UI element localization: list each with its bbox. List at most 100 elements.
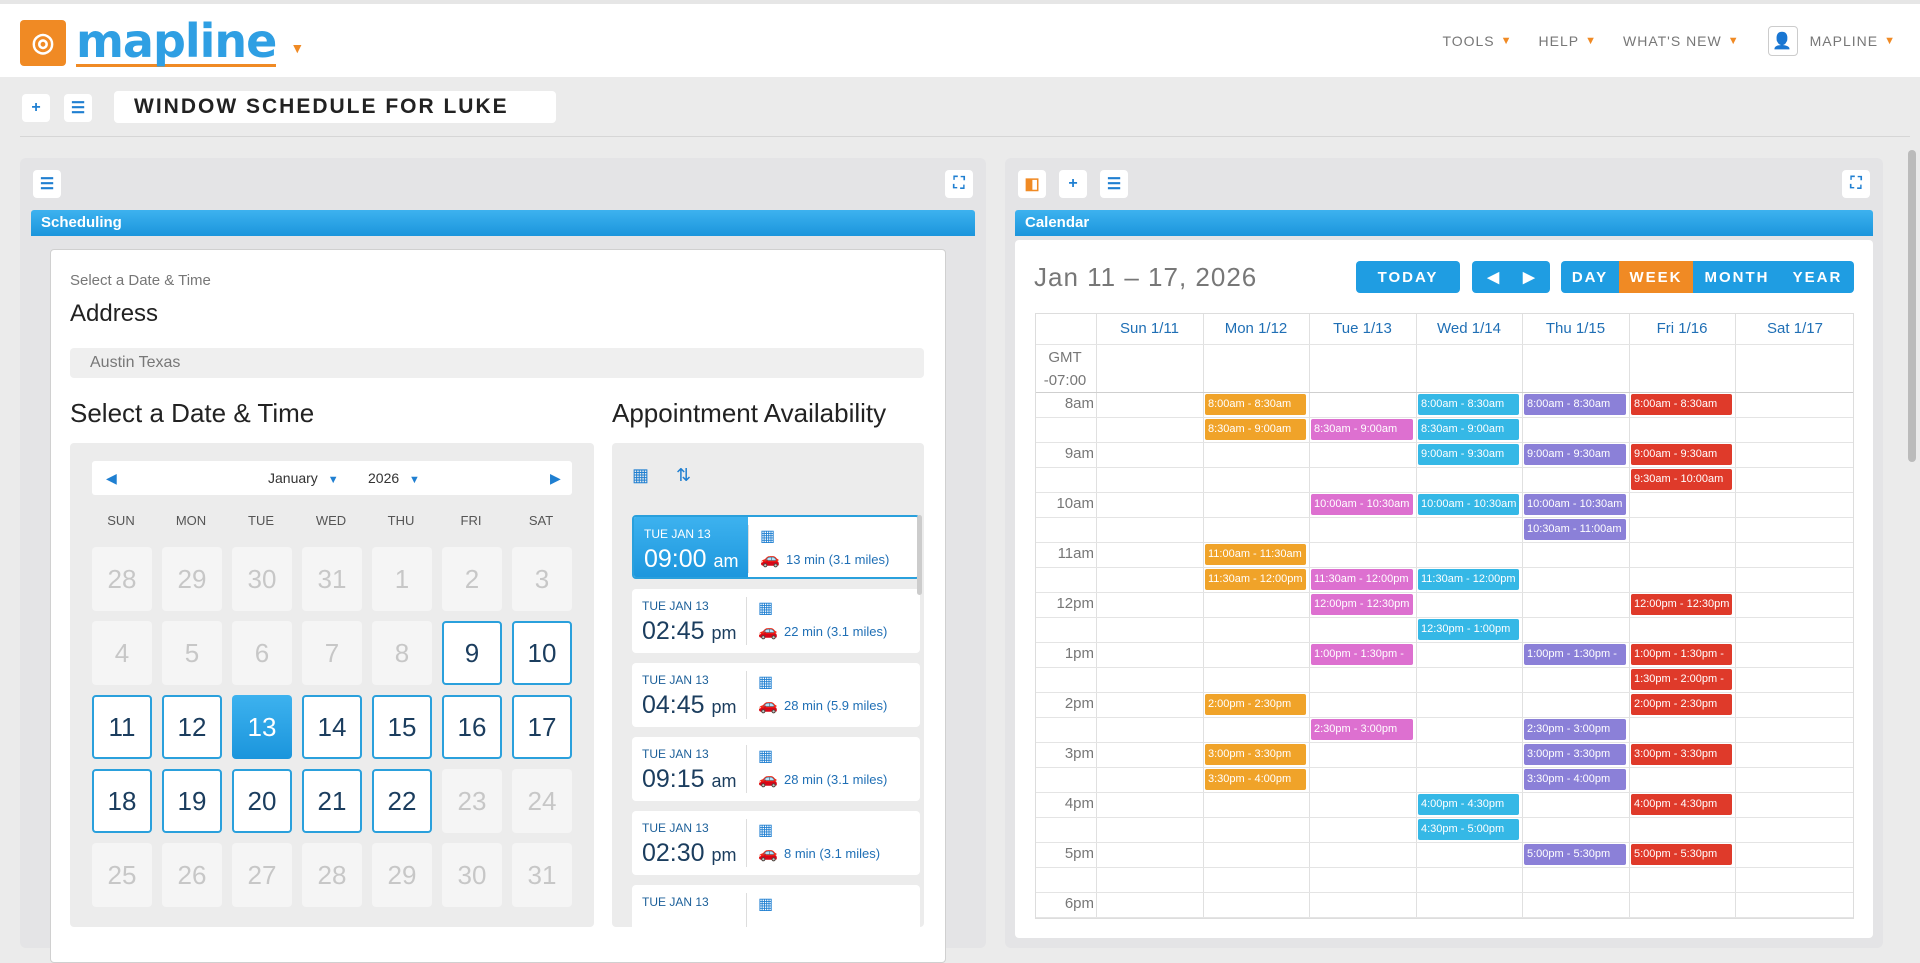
nav-whats-new[interactable]: WHAT'S NEW ▼ xyxy=(1623,33,1740,49)
calendar-day[interactable]: 15 xyxy=(372,695,432,759)
calendar-event[interactable]: 2:00pm - 2:30pm xyxy=(1631,694,1732,715)
table-view-icon[interactable]: ▦ xyxy=(632,465,650,485)
expand-icon[interactable]: ⛶ xyxy=(1842,170,1870,198)
app-logo[interactable]: ◎ mapline ▼ xyxy=(20,18,304,67)
calendar-day[interactable]: 20 xyxy=(232,769,292,833)
sort-icon[interactable]: ⇅ xyxy=(676,465,692,485)
list-icon[interactable]: ☰ xyxy=(1100,170,1128,198)
calendar-event[interactable]: 9:30am - 10:00am xyxy=(1631,469,1732,490)
calendar-event[interactable]: 3:00pm - 3:30pm xyxy=(1524,744,1626,765)
calendar-event[interactable]: 1:00pm - 1:30pm - xyxy=(1631,644,1732,665)
availability-slot[interactable]: TUE JAN 13 02:30 pm ▦ 🚗 8 min (3.1 miles) xyxy=(632,811,920,875)
calendar-event[interactable]: 3:00pm - 3:30pm xyxy=(1631,744,1732,765)
calendar-event[interactable]: 3:00pm - 3:30pm xyxy=(1205,744,1306,765)
day-column-header[interactable]: Wed 1/14 xyxy=(1437,320,1501,337)
calendar-event[interactable]: 11:30am - 12:00pm xyxy=(1418,569,1519,590)
calendar-day[interactable]: 9 xyxy=(442,621,502,685)
user-menu[interactable]: 👤 MAPLINE ▼ xyxy=(1767,26,1896,56)
calendar-day[interactable]: 17 xyxy=(512,695,572,759)
nav-help[interactable]: HELP ▼ xyxy=(1539,33,1597,49)
calendar-day[interactable]: 10 xyxy=(512,621,572,685)
calendar-day[interactable]: 21 xyxy=(302,769,362,833)
calendar-event[interactable]: 8:30am - 9:00am xyxy=(1418,419,1519,440)
calendar-event[interactable]: 1:00pm - 1:30pm - xyxy=(1524,644,1626,665)
calendar-day[interactable]: 18 xyxy=(92,769,152,833)
calendar-event[interactable]: 1:00pm - 1:30pm - xyxy=(1311,644,1413,665)
day-column-header[interactable]: Fri 1/16 xyxy=(1656,320,1708,337)
month-view-button[interactable]: MONTH xyxy=(1693,261,1781,293)
chevron-down-icon[interactable]: ▼ xyxy=(290,39,305,56)
calendar-event[interactable]: 4:00pm - 4:30pm xyxy=(1631,794,1732,815)
page-scrollbar[interactable] xyxy=(1908,150,1916,462)
year-view-button[interactable]: YEAR xyxy=(1781,261,1854,293)
calendar-event[interactable]: 9:00am - 9:30am xyxy=(1418,444,1519,465)
availability-slot[interactable]: TUE JAN 13 02:45 pm ▦ 🚗 22 min (3.1 miles) xyxy=(632,589,920,653)
day-column-header[interactable]: Tue 1/13 xyxy=(1333,320,1392,337)
calendar-event[interactable]: 8:00am - 8:30am xyxy=(1205,394,1306,415)
calendar-day[interactable]: 14 xyxy=(302,695,362,759)
calendar-event[interactable]: 11:30am - 12:00pm xyxy=(1311,569,1413,590)
year-select[interactable]: 2026 ▼ xyxy=(368,470,420,486)
calendar-event[interactable]: 2:30pm - 3:00pm xyxy=(1524,719,1626,740)
nav-tools[interactable]: TOOLS ▼ xyxy=(1442,33,1512,49)
calendar-event[interactable]: 12:00pm - 12:30pm xyxy=(1311,594,1413,615)
day-view-button[interactable]: DAY xyxy=(1561,261,1619,293)
calendar-day[interactable]: 16 xyxy=(442,695,502,759)
calendar-event[interactable]: 2:00pm - 2:30pm xyxy=(1205,694,1306,715)
day-column-header[interactable]: Thu 1/15 xyxy=(1545,320,1606,337)
calendar-event[interactable]: 10:30am - 11:00am xyxy=(1524,519,1626,540)
collapse-panel-icon[interactable]: ◧ xyxy=(1018,170,1046,198)
calendar-day[interactable]: 12 xyxy=(162,695,222,759)
calendar-event[interactable]: 1:30pm - 2:00pm - xyxy=(1631,669,1732,690)
prev-month-icon[interactable]: ◀ xyxy=(106,470,117,486)
address-input[interactable]: Austin Texas xyxy=(70,348,924,378)
calendar-day[interactable]: 11 xyxy=(92,695,152,759)
calendar-event[interactable]: 12:30pm - 1:00pm xyxy=(1418,619,1519,640)
calendar-event[interactable]: 9:00am - 9:30am xyxy=(1524,444,1626,465)
calendar-event[interactable]: 5:00pm - 5:30pm xyxy=(1524,844,1626,865)
add-icon[interactable]: + xyxy=(1059,170,1087,198)
calendar-event[interactable]: 4:30pm - 5:00pm xyxy=(1418,819,1519,840)
calendar-event[interactable]: 8:00am - 8:30am xyxy=(1524,394,1626,415)
day-column-header[interactable]: Mon 1/12 xyxy=(1224,320,1288,337)
calendar-event[interactable]: 8:00am - 8:30am xyxy=(1631,394,1732,415)
calendar-event[interactable]: 12:00pm - 12:30pm xyxy=(1631,594,1732,615)
week-view-button[interactable]: WEEK xyxy=(1619,261,1693,293)
availability-slot[interactable]: TUE JAN 13 ▦ xyxy=(632,885,920,927)
calendar-event[interactable]: 3:30pm - 4:00pm xyxy=(1524,769,1626,790)
day-column-header[interactable]: Sat 1/17 xyxy=(1767,320,1823,337)
list-icon[interactable]: ☰ xyxy=(33,170,61,198)
grid-row-line xyxy=(1036,792,1853,793)
calendar-event[interactable]: 8:30am - 9:00am xyxy=(1311,419,1413,440)
calendar-event[interactable]: 10:00am - 10:30am xyxy=(1418,494,1519,515)
calendar-event[interactable]: 8:00am - 8:30am xyxy=(1418,394,1519,415)
calendar-event[interactable]: 3:30pm - 4:00pm xyxy=(1205,769,1306,790)
calendar-event[interactable]: 10:00am - 10:30am xyxy=(1311,494,1413,515)
availability-slot[interactable]: TUE JAN 13 09:00 am ▦ 🚗 13 min (3.1 miles) xyxy=(632,515,920,579)
calendar-event[interactable]: 5:00pm - 5:30pm xyxy=(1631,844,1732,865)
list-icon[interactable]: ☰ xyxy=(64,94,92,122)
calendar-day[interactable]: 22 xyxy=(372,769,432,833)
calendar-event[interactable]: 10:00am - 10:30am xyxy=(1524,494,1626,515)
calendar-event[interactable]: 8:30am - 9:00am xyxy=(1205,419,1306,440)
add-icon[interactable]: + xyxy=(22,94,50,122)
grid-row-line xyxy=(1036,742,1853,743)
availability-slot[interactable]: TUE JAN 13 04:45 pm ▦ 🚗 28 min (5.9 miles) xyxy=(632,663,920,727)
calendar-day[interactable]: 19 xyxy=(162,769,222,833)
expand-icon[interactable]: ⛶ xyxy=(945,170,973,198)
availability-slot[interactable]: TUE JAN 13 09:15 am ▦ 🚗 28 min (3.1 miles) xyxy=(632,737,920,801)
calendar-event[interactable]: 11:30am - 12:00pm xyxy=(1205,569,1306,590)
selected-day[interactable]: 13 xyxy=(232,695,292,759)
calendar-icon: ▦ xyxy=(758,674,774,691)
calendar-event[interactable]: 9:00am - 9:30am xyxy=(1631,444,1732,465)
calendar-event[interactable]: 4:00pm - 4:30pm xyxy=(1418,794,1519,815)
scrollbar[interactable] xyxy=(917,515,922,595)
calendar-event[interactable]: 2:30pm - 3:00pm xyxy=(1311,719,1413,740)
next-week-icon[interactable]: ▶ xyxy=(1523,269,1535,286)
day-column-header[interactable]: Sun 1/11 xyxy=(1120,320,1179,337)
month-select[interactable]: January ▼ xyxy=(268,470,339,486)
next-month-icon[interactable]: ▶ xyxy=(550,470,561,486)
calendar-event[interactable]: 11:00am - 11:30am xyxy=(1205,544,1306,565)
today-button[interactable]: TODAY xyxy=(1356,261,1460,293)
prev-week-icon[interactable]: ◀ xyxy=(1487,269,1499,286)
